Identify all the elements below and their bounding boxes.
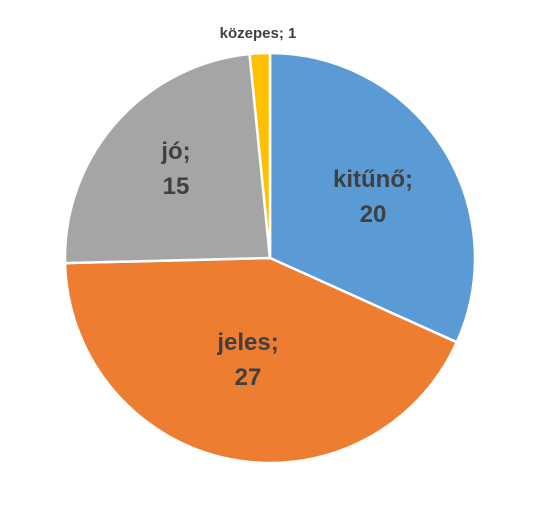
data-label-kitűnő-value: 20 (360, 201, 387, 228)
pie-slice-jó (63, 52, 272, 265)
pie-slice-jeles (63, 256, 459, 465)
pie-data-labels: kitűnő; 20 jeles; 27 jó; 15 közepes; 1 (160, 25, 413, 391)
data-label-kitűnő-name: kitűnő; (333, 166, 413, 193)
pie-slices (63, 51, 477, 465)
data-label-jeles-name: jeles; (216, 329, 278, 356)
data-label-jó-value: 15 (163, 173, 190, 200)
pie-slice-kitűnő (268, 51, 477, 344)
pie-slice-közepes (248, 51, 272, 259)
data-label-jó-name: jó; (160, 138, 190, 165)
data-label-jeles-value: 27 (235, 364, 262, 391)
data-label-közepes-name: közepes; 1 (220, 25, 297, 42)
